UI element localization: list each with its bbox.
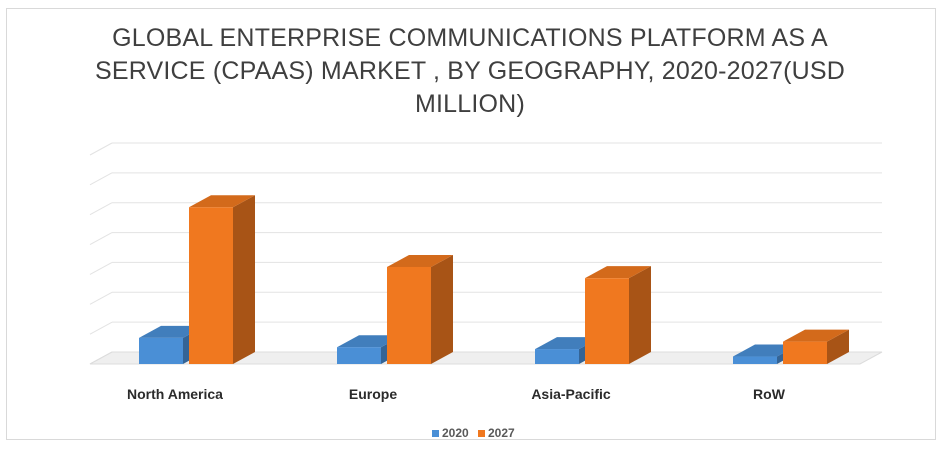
legend-label-2020: 2020 (442, 426, 469, 440)
category-labels: North America Europe Asia-Pacific RoW (127, 386, 786, 402)
bar-2027-2-top (585, 266, 651, 279)
bar-2027-1-front (387, 266, 431, 364)
bar-2027-0-side (233, 195, 255, 364)
gridline-side (89, 261, 113, 275)
chart-title-line-1: GLOBAL ENTERPRISE COMMUNICATIONS PLATFOR… (112, 24, 828, 52)
gridline-side (89, 142, 113, 156)
bar-2027-3-front (783, 341, 827, 364)
bar-2027-0 (189, 195, 255, 364)
bar-2020-0-top (139, 325, 205, 338)
category-label: North America (127, 386, 223, 402)
category-label: RoW (753, 386, 786, 402)
bar-2020-0-front (139, 337, 183, 364)
bar-2027-1-side (431, 254, 453, 364)
bar-2027-2-side (629, 266, 651, 364)
bar-2020-1-front (337, 347, 381, 364)
bar-2020-2-front (535, 349, 579, 364)
gridline-side (89, 172, 113, 186)
bar-2027-2 (585, 266, 651, 364)
chart-title-line-2: SERVICE (CPAAS) MARKET , BY GEOGRAPHY, 2… (94, 57, 846, 85)
bar-2027-0-top (189, 195, 255, 208)
chart-title: GLOBAL ENTERPRISE COMMUNICATIONS PLATFOR… (70, 22, 870, 121)
bar-2020-1-top (337, 335, 403, 348)
bar-2020-3-front (733, 356, 777, 364)
bar-2027-0-front (189, 207, 233, 364)
legend-label-2027: 2027 (488, 426, 515, 440)
bar-2027-1-top (387, 254, 453, 267)
category-label: Europe (349, 386, 397, 402)
bar-2027-2-front (585, 278, 629, 364)
legend-swatch-2020 (432, 430, 439, 437)
gridline-side (89, 291, 113, 305)
bars (139, 195, 849, 364)
bar-2020-3-top (733, 344, 799, 357)
category-label: Asia-Pacific (531, 386, 611, 402)
gridline-side (89, 202, 113, 216)
chart-frame (6, 8, 936, 440)
bar-2027-3 (783, 329, 849, 364)
gridline-side (89, 232, 113, 246)
bar-2020-2-top (535, 337, 601, 350)
legend-swatch-2027 (478, 430, 485, 437)
chart-title-line-3: MILLION) (415, 90, 525, 118)
legend: 2020 2027 (432, 426, 515, 440)
bar-2027-3-side (827, 329, 849, 364)
bar-2027-1 (387, 254, 453, 364)
bar-2027-3-top (783, 329, 849, 342)
gridline-side (89, 321, 113, 335)
